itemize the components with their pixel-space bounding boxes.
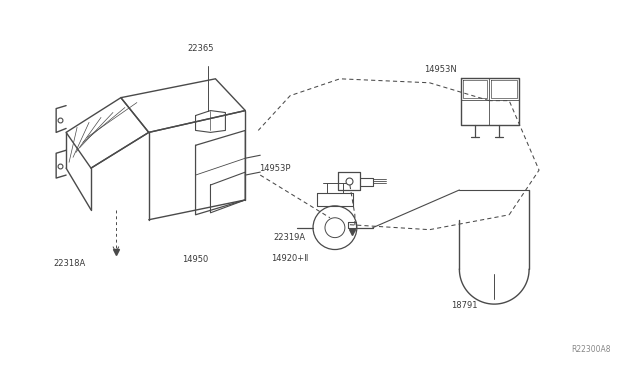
Text: 18791: 18791 — [451, 301, 477, 310]
Text: 14953P: 14953P — [259, 164, 290, 173]
Text: 22365: 22365 — [188, 44, 214, 53]
Text: R22300A8: R22300A8 — [572, 345, 611, 354]
Text: 14950: 14950 — [182, 256, 209, 264]
Text: 22318A: 22318A — [53, 259, 85, 269]
Text: 14920+Ⅱ: 14920+Ⅱ — [271, 254, 309, 263]
Text: 14953N: 14953N — [424, 65, 456, 74]
Text: 22319A: 22319A — [273, 233, 305, 242]
